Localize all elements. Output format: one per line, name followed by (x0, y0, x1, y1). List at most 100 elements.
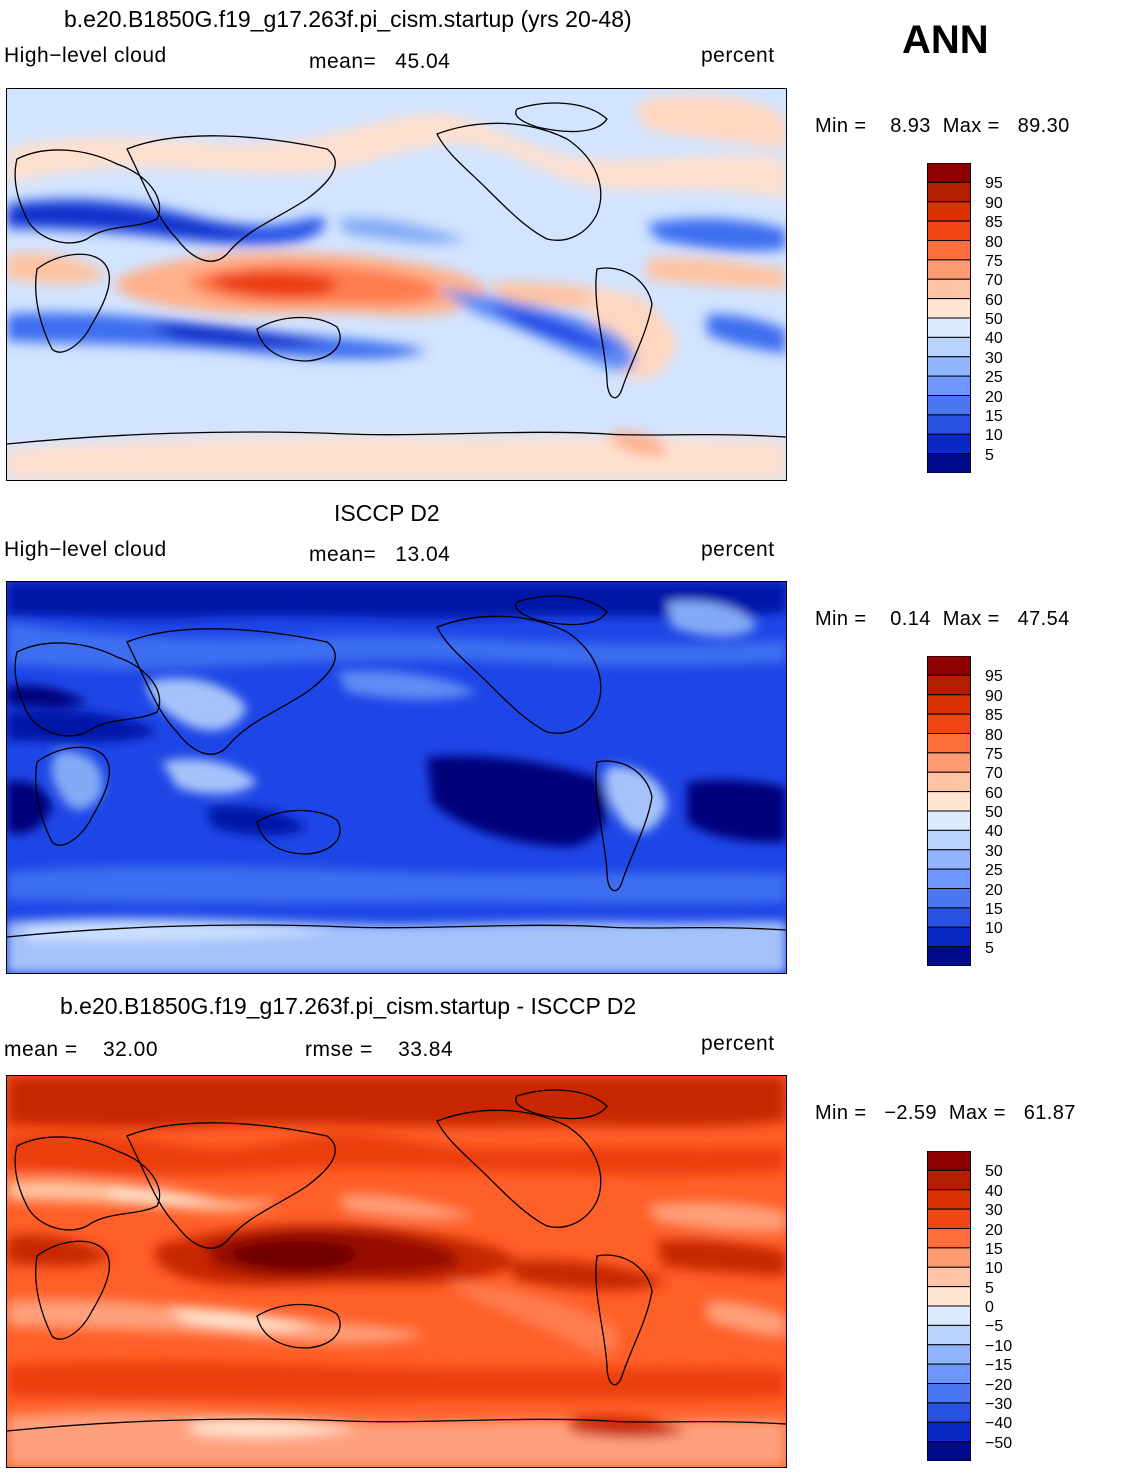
colorbar-swatch (927, 433, 971, 455)
colorbar-tick-label: 75 (985, 745, 1003, 763)
colorbar-tick-label: −30 (985, 1395, 1013, 1413)
panel-2-coastlines (7, 595, 786, 938)
colorbar-tick-label: 15 (985, 407, 1003, 425)
colorbar-tick-label: 70 (985, 765, 1003, 783)
colorbar-tick-label: 90 (985, 687, 1003, 705)
colorbar-swatch (927, 162, 971, 183)
colorbar-swatch (927, 1228, 971, 1249)
colorbar-tick-label: 10 (985, 920, 1003, 938)
colorbar-swatch (927, 946, 971, 967)
colorbar-tick-label: 50 (985, 804, 1003, 821)
panel-1-coastlines (7, 102, 786, 445)
panel-3-colorbar (927, 1150, 971, 1462)
colorbar-svg (927, 162, 971, 474)
colorbar-swatch (927, 317, 971, 338)
colorbar-swatch (927, 259, 971, 280)
colorbar-swatch (927, 733, 971, 754)
panel-3-rmse: rmse = 33.84 (305, 1038, 454, 1061)
colorbar-tick-label: 40 (985, 330, 1003, 348)
colorbar-tick-label: −5 (985, 1318, 1004, 1336)
colorbar-tick-label: 15 (985, 1240, 1003, 1258)
colorbar-tick-label: 30 (985, 842, 1003, 860)
panel-2-title: ISCCP D2 (334, 500, 440, 526)
colorbar-swatch (927, 752, 971, 773)
colorbar-tick-label: 50 (985, 1163, 1003, 1181)
colorbar-swatch (927, 220, 971, 241)
colorbar-tick-label: 20 (985, 388, 1003, 406)
colorbar-swatch (927, 356, 971, 377)
panel-2-map (6, 581, 787, 974)
colorbar-tick-label: 85 (985, 214, 1003, 232)
colorbar-tick-label: 20 (985, 881, 1003, 899)
colorbar-swatch (927, 1383, 971, 1404)
colorbar-swatch (927, 694, 971, 715)
colorbar-swatch (927, 1286, 971, 1307)
panel-3-map (6, 1075, 787, 1468)
colorbar-tick-label: 85 (985, 707, 1003, 725)
panel-1-title: b.e20.B1850G.f19_g17.263f.pi_cism.startu… (64, 6, 632, 32)
colorbar-tick-label: 10 (985, 1260, 1003, 1278)
colorbar-tick-label: −40 (985, 1415, 1013, 1433)
colorbar-swatch (927, 888, 971, 909)
colorbar-swatch (927, 791, 971, 812)
colorbar-tick-label: −15 (985, 1357, 1013, 1375)
colorbar-swatch (927, 278, 971, 300)
colorbar-tick-label: 95 (985, 668, 1003, 686)
colorbar-svg (927, 1150, 971, 1462)
colorbar-swatch (927, 907, 971, 928)
panel-3-title: b.e20.B1850G.f19_g17.263f.pi_cism.startu… (60, 993, 637, 1019)
colorbar-swatch (927, 771, 971, 793)
colorbar-swatch (927, 201, 971, 222)
colorbar-swatch (927, 1247, 971, 1268)
panel-2-minmax: Min = 0.14 Max = 47.54 (815, 608, 1070, 630)
panel-3-minmax: Min = −2.59 Max = 61.87 (815, 1102, 1076, 1124)
colorbar-swatch (927, 1441, 971, 1462)
colorbar-swatch (927, 1324, 971, 1346)
colorbar-swatch (927, 181, 971, 203)
colorbar-tick-label: 10 (985, 427, 1003, 445)
colorbar-swatch (927, 1150, 971, 1171)
colorbar-tick-label: 60 (985, 291, 1003, 309)
colorbar-tick-label: 15 (985, 900, 1003, 918)
colorbar-swatch (927, 868, 971, 889)
panel-1-mean: mean= 45.04 (309, 50, 451, 73)
panel-2-mean: mean= 13.04 (309, 543, 451, 566)
colorbar-tick-label: 30 (985, 1202, 1003, 1220)
panel-1-map-svg (7, 89, 786, 480)
colorbar-tick-label: 5 (985, 939, 994, 957)
colorbar-tick-label: 25 (985, 369, 1003, 387)
colorbar-swatch (927, 375, 971, 396)
colorbar-tick-label: 60 (985, 784, 1003, 802)
colorbar-tick-label: 0 (985, 1299, 994, 1316)
colorbar-tick-label: 20 (985, 1221, 1003, 1239)
colorbar-tick-label: 75 (985, 252, 1003, 270)
colorbar-swatch (927, 336, 971, 358)
panel-2-units: percent (701, 538, 775, 561)
colorbar-svg (927, 655, 971, 967)
colorbar-swatch (927, 1402, 971, 1423)
colorbar-tick-label: −50 (985, 1434, 1013, 1452)
colorbar-tick-label: 40 (985, 823, 1003, 841)
colorbar-swatch (927, 849, 971, 870)
colorbar-tick-label: −20 (985, 1376, 1013, 1394)
colorbar-tick-label: 25 (985, 862, 1003, 880)
colorbar-tick-label: −10 (985, 1337, 1013, 1355)
panel-3-map-svg (7, 1076, 786, 1467)
colorbar-tick-label: 95 (985, 175, 1003, 193)
colorbar-swatch (927, 1305, 971, 1326)
colorbar-swatch (927, 1266, 971, 1288)
colorbar-swatch (927, 298, 971, 319)
colorbar-swatch (927, 395, 971, 416)
colorbar-swatch (927, 1208, 971, 1229)
colorbar-swatch (927, 1344, 971, 1365)
colorbar-swatch (927, 926, 971, 948)
panel-2-variable: High−level cloud (4, 538, 167, 561)
colorbar-tick-label: 70 (985, 272, 1003, 290)
colorbar-swatch (927, 1363, 971, 1384)
colorbar-swatch (927, 810, 971, 831)
colorbar-swatch (927, 829, 971, 851)
colorbar-swatch (927, 1189, 971, 1210)
panel-1-units: percent (701, 44, 775, 67)
colorbar-swatch (927, 414, 971, 435)
colorbar-swatch (927, 453, 971, 474)
